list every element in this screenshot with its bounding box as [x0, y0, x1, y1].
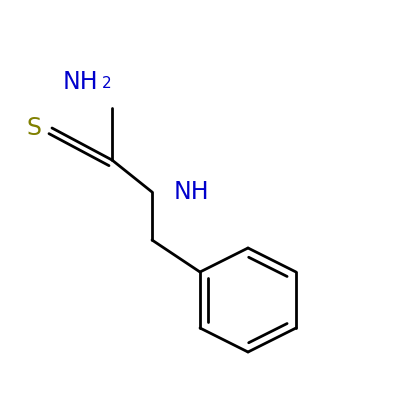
Text: NH: NH	[62, 70, 98, 94]
Text: 2: 2	[102, 76, 112, 91]
Text: NH: NH	[174, 180, 210, 204]
Text: S: S	[26, 116, 42, 140]
